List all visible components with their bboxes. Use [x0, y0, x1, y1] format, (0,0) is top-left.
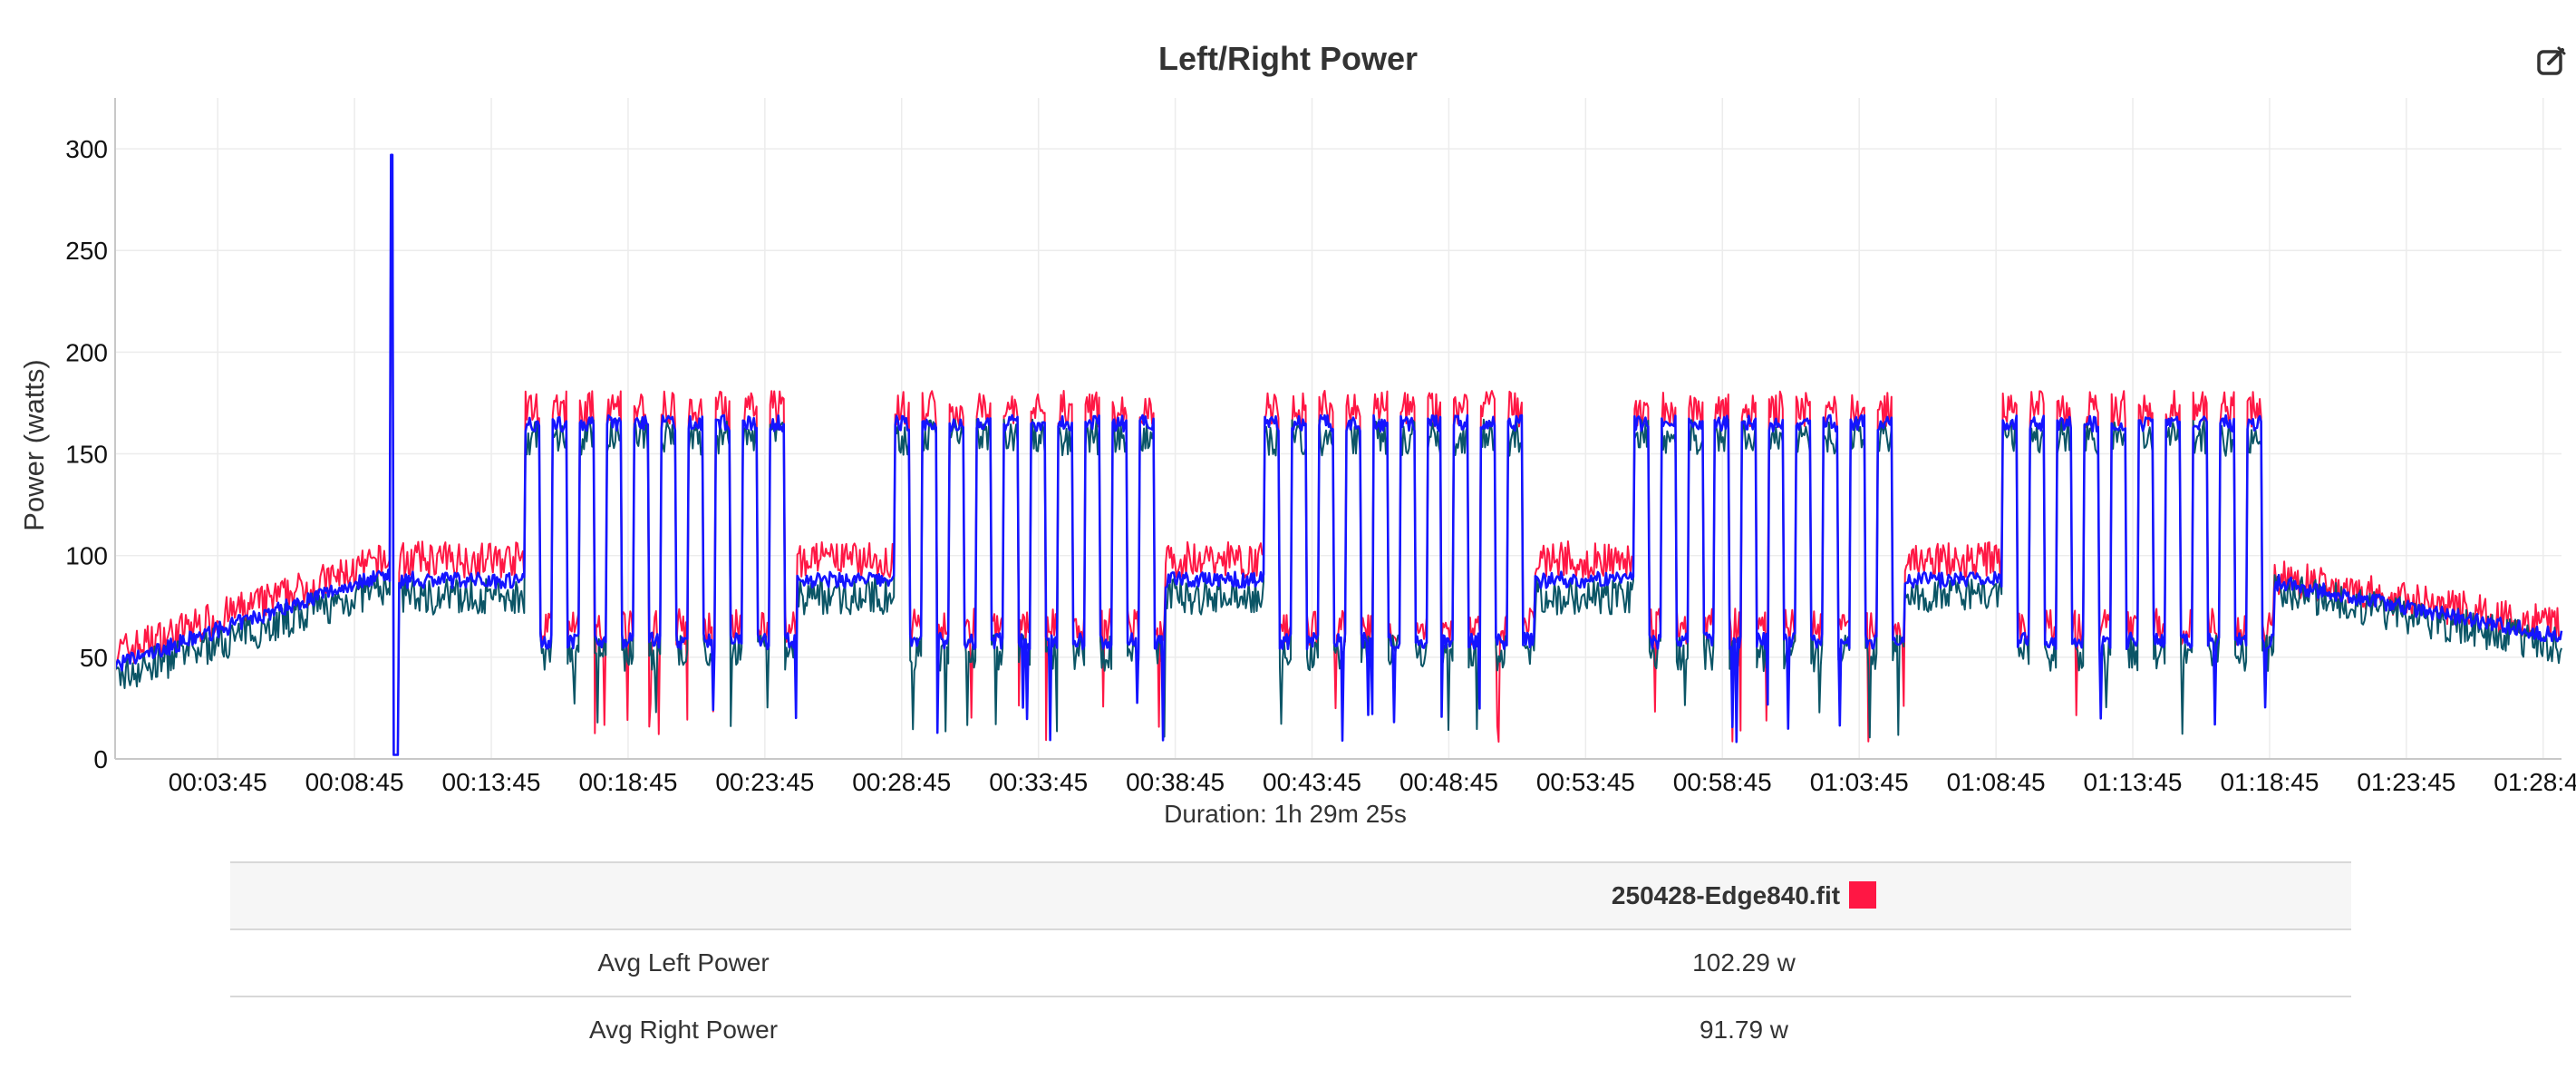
- y-tick-label: 50: [80, 644, 108, 672]
- series-lines: [113, 153, 2563, 756]
- x-tick-label: 00:03:45: [169, 768, 267, 796]
- chart-area: 0 50 100 150 200 250 300 00:03:45 00:08:45 00:13:…: [18, 98, 2576, 828]
- avg-power-line: [113, 153, 2563, 756]
- header-empty-cell: [230, 861, 1137, 929]
- y-axis-title: Power (watts): [18, 359, 50, 530]
- y-tick-label: 100: [65, 542, 108, 570]
- file-name: 250428-Edge840.fit: [1611, 881, 1841, 909]
- table-header-row: 250428-Edge840.fit: [230, 861, 2351, 929]
- y-tick-label: 250: [65, 237, 108, 265]
- y-tick-label: 150: [65, 441, 108, 469]
- header-file-cell: 250428-Edge840.fit: [1137, 861, 2351, 929]
- x-tick-label: 00:48:45: [1399, 768, 1498, 796]
- right-power-line: [114, 153, 2562, 756]
- x-tick-label: 01:13:45: [2084, 768, 2183, 796]
- x-tick-label: 00:08:45: [305, 768, 404, 796]
- file-color-swatch: [1849, 881, 1877, 909]
- axes: 0 50 100 150 200 250 300 00:03:45 00:08:45 00:13:…: [65, 98, 2576, 796]
- x-tick-label: 00:43:45: [1263, 768, 1361, 796]
- row-label: Avg Right Power: [230, 996, 1137, 1063]
- x-tick-label: 00:53:45: [1536, 768, 1635, 796]
- x-tick-label: 00:28:45: [852, 768, 951, 796]
- y-tick-label: 0: [93, 745, 108, 773]
- left-power-line: [114, 174, 2562, 756]
- x-tick-label: 00:58:45: [1673, 768, 1772, 796]
- row-value: 91.79 w: [1137, 996, 2351, 1063]
- x-axis-title: Duration: 1h 29m 25s: [1164, 800, 1407, 828]
- x-tick-label: 01:03:45: [1810, 768, 1909, 796]
- x-tick-label: 01:23:45: [2357, 768, 2455, 796]
- edit-icon[interactable]: [2536, 45, 2567, 76]
- x-tick-label: 01:08:45: [1947, 768, 2046, 796]
- table-row: Avg Left Power 102.29 w: [230, 928, 2351, 996]
- row-value: 102.29 w: [1137, 928, 2351, 996]
- y-tick-label: 200: [65, 338, 108, 366]
- row-label: Avg Left Power: [230, 928, 1137, 996]
- chart-title: Left/Right Power: [1158, 40, 1418, 77]
- x-tick-label: 00:23:45: [715, 768, 814, 796]
- x-tick-label: 00:33:45: [989, 768, 1088, 796]
- table-row: Avg Right Power 91.79 w: [230, 996, 2351, 1063]
- stats-table: 250428-Edge840.fit Avg Left Power 102.29…: [230, 861, 2351, 1063]
- x-tick-label: 00:38:45: [1126, 768, 1225, 796]
- x-tick-label: 00:18:45: [578, 768, 677, 796]
- y-tick-label: 300: [65, 135, 108, 163]
- x-tick-label: 01:18:45: [2220, 768, 2319, 796]
- x-tick-label: 01:28:45: [2494, 768, 2576, 796]
- x-tick-label: 00:13:45: [442, 768, 541, 796]
